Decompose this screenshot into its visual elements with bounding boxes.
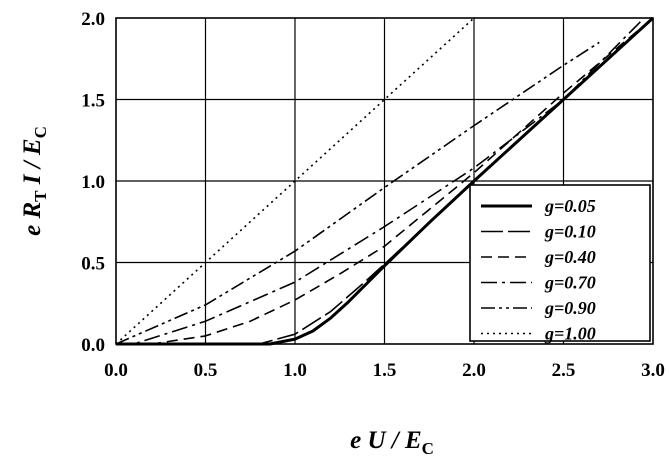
y-tick-label: 0.5 bbox=[81, 254, 105, 275]
legend-label: g=0.05 bbox=[544, 196, 596, 216]
y-axis-title: e RT I / EC bbox=[19, 126, 50, 236]
series-lines bbox=[115, 16, 655, 346]
legend-box bbox=[469, 184, 651, 342]
legend-label: g=0.10 bbox=[544, 222, 596, 242]
x-tick-labels: 0.0 0.5 1.0 1.5 2.0 2.5 3.0 bbox=[104, 360, 665, 381]
x-tick-label: 0.5 bbox=[194, 360, 218, 381]
legend-label: g=0.90 bbox=[544, 298, 596, 318]
legend-label: g=1.00 bbox=[544, 324, 596, 344]
x-tick-label: 0.0 bbox=[104, 360, 128, 381]
y-tick-label: 1.5 bbox=[81, 91, 105, 112]
series-line-g-0-70 bbox=[116, 17, 645, 345]
series-line-g-0-40 bbox=[116, 17, 654, 345]
x-tick-label: 2.0 bbox=[462, 360, 486, 381]
series-line-g-1-00 bbox=[115, 17, 475, 345]
x-tick-label: 1.0 bbox=[283, 360, 307, 381]
x-axis-title: e U / EC bbox=[350, 427, 434, 458]
y-tick-label: 0.0 bbox=[81, 335, 105, 356]
plot-frame bbox=[115, 17, 654, 345]
y-tick-label: 1.0 bbox=[81, 172, 105, 193]
y-tick-labels: 0.0 0.5 1.0 1.5 2.0 bbox=[81, 9, 105, 356]
y-tick-label: 2.0 bbox=[81, 9, 105, 30]
x-tick-label: 3.0 bbox=[641, 360, 665, 381]
legend-label: g=0.40 bbox=[544, 247, 596, 267]
series-line-g-0-10 bbox=[116, 17, 654, 345]
legend: g=0.05 g=0.10 g=0.40 g=0.70 g=0.90 g=1.00 bbox=[469, 184, 651, 344]
legend-label: g=0.70 bbox=[544, 273, 596, 293]
x-tick-label: 1.5 bbox=[373, 360, 397, 381]
series-line-g-0-90 bbox=[115, 41, 600, 345]
x-tick-label: 2.5 bbox=[552, 360, 576, 381]
